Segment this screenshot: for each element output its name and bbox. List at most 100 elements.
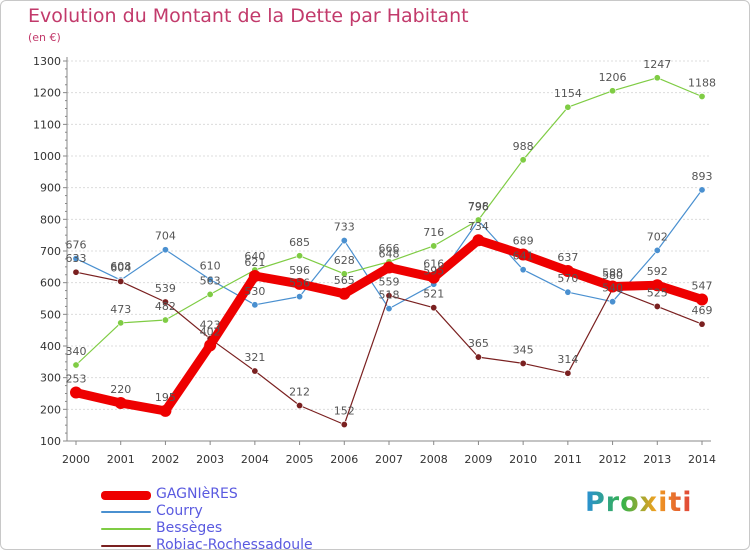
chart-subtitle: (en €) [28,31,61,44]
data-label: 521 [423,288,444,301]
data-point [204,339,217,352]
legend-swatch [101,490,151,500]
x-tick-label: 2009 [464,453,492,466]
data-point [114,397,127,409]
y-tick-label: 800 [40,213,61,226]
data-label: 588 [602,266,623,279]
data-label: 563 [200,274,221,287]
y-tick-label: 1200 [33,87,61,100]
data-point [206,275,214,283]
legend-label: Courry [156,503,203,519]
legend-label: Bessèges [156,520,223,536]
data-point [519,156,527,164]
x-tick-label: 2012 [599,453,627,466]
data-point [296,402,304,410]
x-tick-label: 2000 [62,453,90,466]
data-label: 988 [513,140,534,153]
data-label: 628 [334,254,355,267]
data-label: 1188 [688,76,716,89]
data-label: 556 [289,277,310,290]
data-point [698,320,706,328]
legend-swatch [101,545,151,547]
data-point [248,270,261,283]
y-tick-label: 1100 [33,118,61,131]
data-label: 402 [200,325,221,338]
data-point [251,301,259,309]
data-label: 423 [200,319,221,332]
data-label: 716 [423,226,444,239]
data-point [385,292,393,300]
x-tick-label: 2013 [643,453,671,466]
data-point [159,404,172,417]
data-point [564,103,572,111]
data-point [161,298,169,306]
data-label: 592 [647,265,668,278]
data-point [698,92,706,100]
data-point [340,270,348,278]
data-label: 195 [155,391,176,404]
data-label: 152 [334,405,355,418]
data-label: 547 [692,279,713,292]
data-label: 321 [244,351,265,364]
y-tick-label: 200 [40,403,61,416]
y-tick-label: 500 [40,308,61,321]
data-point [472,234,485,247]
data-label: 633 [66,252,87,265]
data-point [519,266,527,274]
data-label: 676 [66,239,87,252]
data-label: 734 [468,220,489,233]
data-label: 1206 [599,71,627,84]
data-point [206,290,214,298]
data-label: 689 [513,234,534,247]
logo-text: Proxiti [585,487,693,518]
data-label: 539 [155,282,176,295]
x-tick-label: 2005 [286,453,314,466]
data-label: 637 [557,251,578,264]
x-tick-label: 2006 [330,453,358,466]
data-label: 704 [155,230,176,243]
data-point [293,277,306,290]
y-tick-label: 1000 [33,150,61,163]
data-label: 685 [289,236,310,249]
x-tick-label: 2004 [241,453,269,466]
data-point [340,421,348,429]
data-label: 893 [692,170,713,183]
data-point [696,293,708,306]
data-label: 340 [66,345,87,358]
legend-swatch [101,511,151,513]
data-point [72,255,80,263]
y-tick-label: 600 [40,277,61,290]
legend-label: GAGNIèRES [156,486,238,502]
data-point [606,280,619,293]
legend-label: Robiac-Rochessadoule [156,537,313,550]
data-point [653,302,661,310]
data-point [653,74,661,82]
data-point [698,186,706,194]
data-label: 596 [289,264,310,277]
series-line-2 [75,77,703,366]
chart-title: Evolution du Montant de la Dette par Hab… [28,5,469,27]
data-label: 1247 [643,58,671,71]
data-label: 796 [468,201,489,214]
data-point [117,277,125,285]
data-label: 365 [468,337,489,350]
data-point [161,316,169,324]
data-label: 666 [379,242,400,255]
x-tick-label: 2014 [688,453,716,466]
data-label: 604 [110,261,131,274]
data-label: 469 [692,304,713,317]
data-point [653,246,661,254]
data-point [474,216,482,224]
data-point [564,288,572,296]
data-point [385,305,393,313]
legend-swatch [101,528,151,530]
data-label: 482 [155,300,176,313]
proxiti-logo: Proxiti [585,487,693,518]
y-tick-label: 1300 [33,55,61,68]
y-tick-label: 900 [40,182,61,195]
data-label: 733 [334,221,355,234]
y-tick-label: 300 [40,372,61,385]
data-label: 314 [557,353,578,366]
data-point [561,264,574,277]
